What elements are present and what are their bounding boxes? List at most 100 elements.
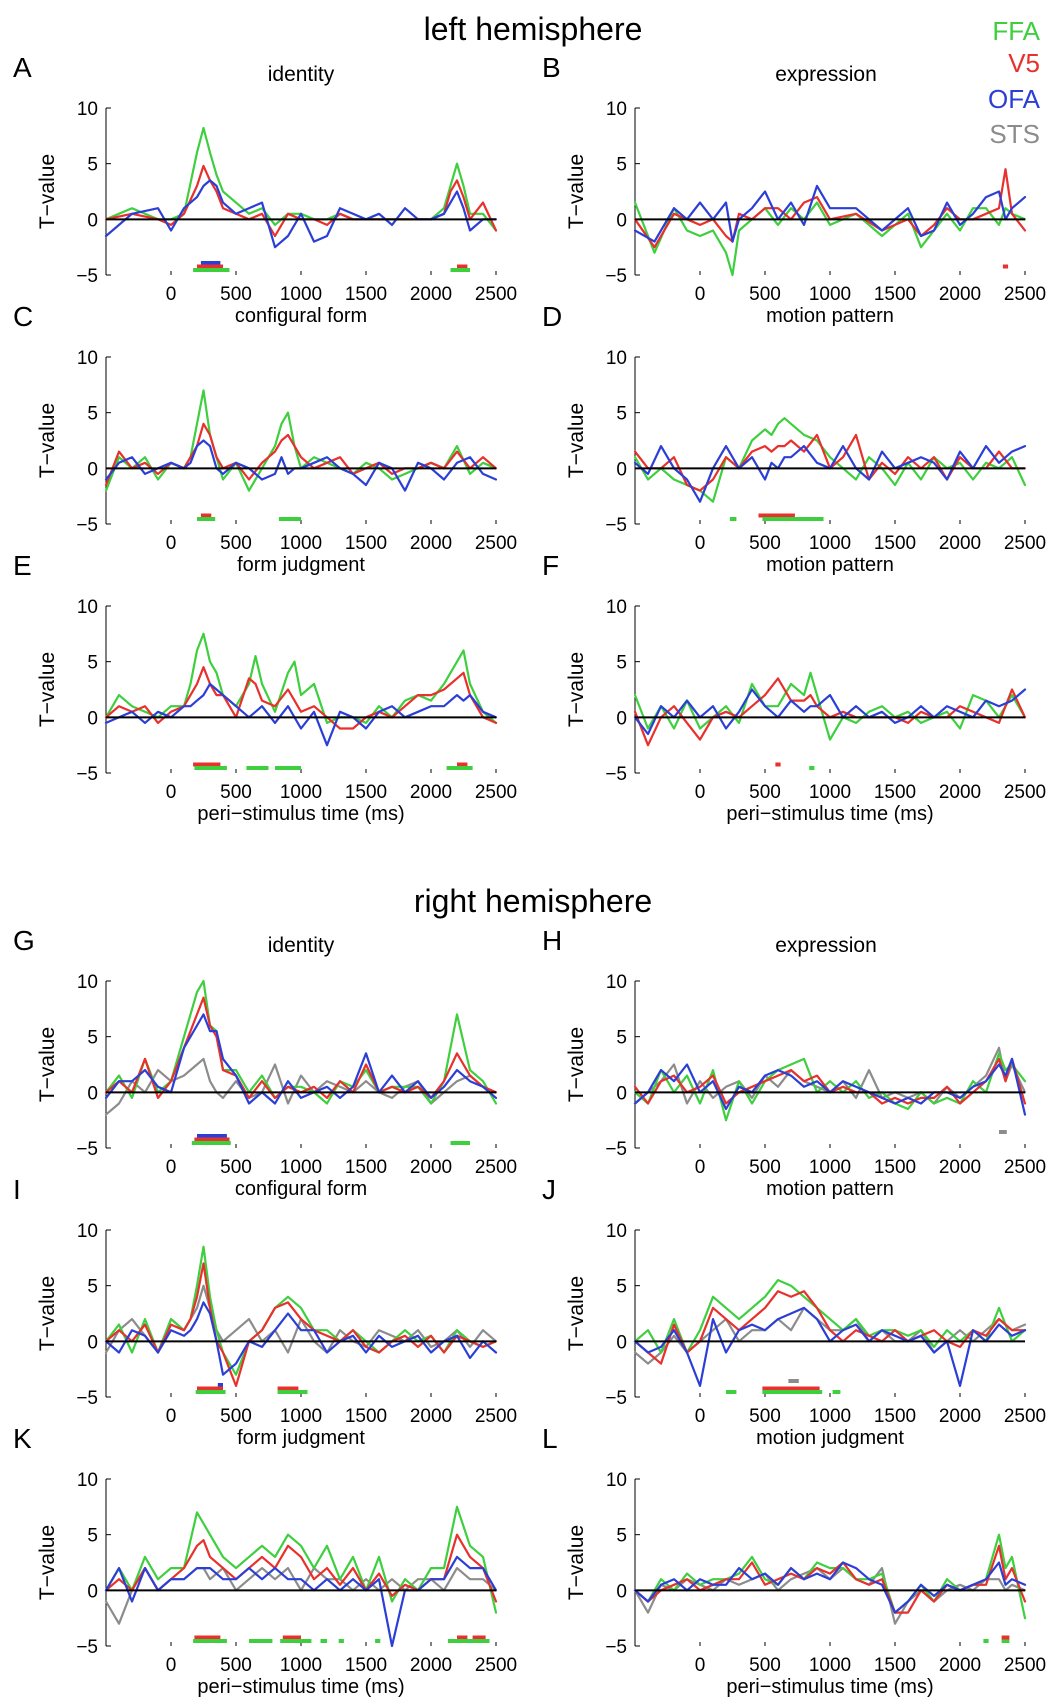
x-tick-label-i: 1500 (345, 1406, 387, 1427)
series-line-ofa-d (633, 445, 1027, 503)
x-tick-label-f: 0 (695, 782, 706, 803)
panel-letter-j: J (542, 1174, 556, 1205)
series-line-sts-h (633, 1046, 1027, 1105)
x-tick-label-e: 2000 (410, 782, 452, 803)
panel-k: K T−value −5 0 5 10 0 500 1000 1500 2000 2500 peri−s… (13, 1423, 517, 1698)
series-line-sts-k (104, 1566, 498, 1625)
x-axis-label-d: motion pattern (766, 554, 894, 576)
panel-letter-i: I (13, 1174, 21, 1205)
y-tick-label-j: 10 (606, 1221, 627, 1242)
x-tick-label-c: 2000 (410, 533, 452, 554)
y-tick-label-f: 0 (616, 708, 627, 729)
y-tick-label-l: 5 (616, 1526, 627, 1547)
x-tick-label-l: 2500 (1004, 1655, 1046, 1676)
x-tick-label-e: 500 (220, 782, 252, 803)
series-line-ofa-l (633, 1561, 1027, 1614)
panel-c: C T−value −5 0 5 10 0 500 1000 1500 2000 2500 form j… (13, 301, 517, 576)
panel-f: F T−value −5 0 5 10 0 500 1000 1500 2000 2500 peri−s… (542, 550, 1046, 825)
panel-letter-b: B (542, 52, 561, 83)
x-tick-label-h: 1500 (874, 1157, 916, 1178)
y-tick-label-a: −5 (76, 266, 98, 287)
panel-letter-a: A (13, 52, 32, 83)
x-tick-label-g: 2500 (475, 1157, 517, 1178)
series-line-ofa-e (104, 682, 498, 747)
y-tick-label-d: 0 (616, 459, 627, 480)
x-tick-label-b: 2000 (939, 284, 981, 305)
y-tick-label-g: 5 (87, 1028, 98, 1049)
series-line-ffa-h (633, 1052, 1027, 1122)
series-line-ffa-b (633, 201, 1027, 277)
panel-e: E T−value −5 0 5 10 0 500 1000 1500 2000 2500 peri−s… (13, 550, 517, 825)
x-tick-label-a: 1500 (345, 284, 387, 305)
x-tick-label-e: 1000 (280, 782, 322, 803)
y-tick-label-i: −5 (76, 1388, 98, 1409)
legend: FFA V5 OFA STS (988, 16, 1041, 149)
right-expression-column-title: expression (775, 934, 877, 957)
x-tick-label-d: 2000 (939, 533, 981, 554)
y-tick-label-b: 0 (616, 210, 627, 231)
panel-letter-d: D (542, 301, 562, 332)
x-tick-label-j: 1000 (809, 1406, 851, 1427)
y-tick-label-c: 10 (77, 348, 98, 369)
y-tick-label-l: −5 (605, 1637, 627, 1658)
panel-i: I T−value −5 0 5 10 0 500 1000 1500 2000 2500 form j… (13, 1174, 517, 1449)
y-tick-label-i: 10 (77, 1221, 98, 1242)
y-axis-label-e: T−value (36, 652, 59, 727)
x-tick-label-g: 1000 (280, 1157, 322, 1178)
y-axis-label-g: T−value (36, 1027, 59, 1102)
y-tick-label-d: −5 (605, 515, 627, 536)
x-tick-label-j: 500 (749, 1406, 781, 1427)
x-tick-label-h: 0 (695, 1157, 706, 1178)
y-axis-label-c: T−value (36, 403, 59, 478)
right-hemisphere-title: right hemisphere (414, 883, 652, 919)
x-axis-label-h: motion pattern (766, 1178, 894, 1200)
panel-letter-h: H (542, 925, 562, 956)
x-tick-label-c: 0 (166, 533, 177, 554)
y-tick-label-c: 5 (87, 404, 98, 425)
y-tick-label-f: 5 (616, 653, 627, 674)
x-tick-label-a: 2500 (475, 284, 517, 305)
x-tick-label-d: 1500 (874, 533, 916, 554)
y-tick-label-d: 10 (606, 348, 627, 369)
x-tick-label-g: 500 (220, 1157, 252, 1178)
left-expression-column-title: expression (775, 63, 877, 86)
panel-d: D T−value −5 0 5 10 0 500 1000 1500 2000 2500 motion… (542, 301, 1046, 576)
y-tick-label-c: −5 (76, 515, 98, 536)
y-tick-label-l: 0 (616, 1581, 627, 1602)
x-tick-label-a: 2000 (410, 284, 452, 305)
y-tick-label-g: 10 (77, 972, 98, 993)
series-line-v5-d (633, 433, 1027, 492)
y-tick-label-e: −5 (76, 764, 98, 785)
x-tick-label-d: 1000 (809, 533, 851, 554)
series-line-v5-f (633, 677, 1027, 747)
x-tick-label-i: 1000 (280, 1406, 322, 1427)
series-line-ffa-g (104, 979, 498, 1105)
series-line-sts-l (633, 1566, 1027, 1625)
y-tick-label-f: 10 (606, 597, 627, 618)
series-line-ffa-c (104, 389, 498, 492)
x-tick-label-h: 1000 (809, 1157, 851, 1178)
y-tick-label-h: 0 (616, 1083, 627, 1104)
x-tick-label-k: 2500 (475, 1655, 517, 1676)
x-axis-label-g: configural form (235, 1178, 367, 1200)
x-tick-label-c: 500 (220, 533, 252, 554)
legend-entry-ofa: OFA (988, 84, 1041, 114)
x-tick-label-c: 2500 (475, 533, 517, 554)
series-line-ofa-k (104, 1555, 498, 1648)
legend-entry-v5: V5 (1008, 48, 1040, 78)
x-tick-label-f: 2000 (939, 782, 981, 803)
panel-h: H T−value −5 0 5 10 0 500 1000 1500 2000 2500 motion… (542, 925, 1046, 1200)
series-line-ofa-b (633, 184, 1027, 243)
y-tick-label-a: 0 (87, 210, 98, 231)
y-tick-label-b: −5 (605, 266, 627, 287)
x-tick-label-k: 0 (166, 1655, 177, 1676)
series-line-ofa-i (104, 1301, 498, 1376)
series-line-v5-h (633, 1057, 1027, 1105)
y-axis-label-a: T−value (36, 154, 59, 229)
x-tick-label-d: 2500 (1004, 533, 1046, 554)
series-line-v5-j (633, 1290, 1027, 1365)
y-tick-label-j: 5 (616, 1277, 627, 1298)
y-tick-label-i: 0 (87, 1332, 98, 1353)
y-tick-label-a: 5 (87, 155, 98, 176)
